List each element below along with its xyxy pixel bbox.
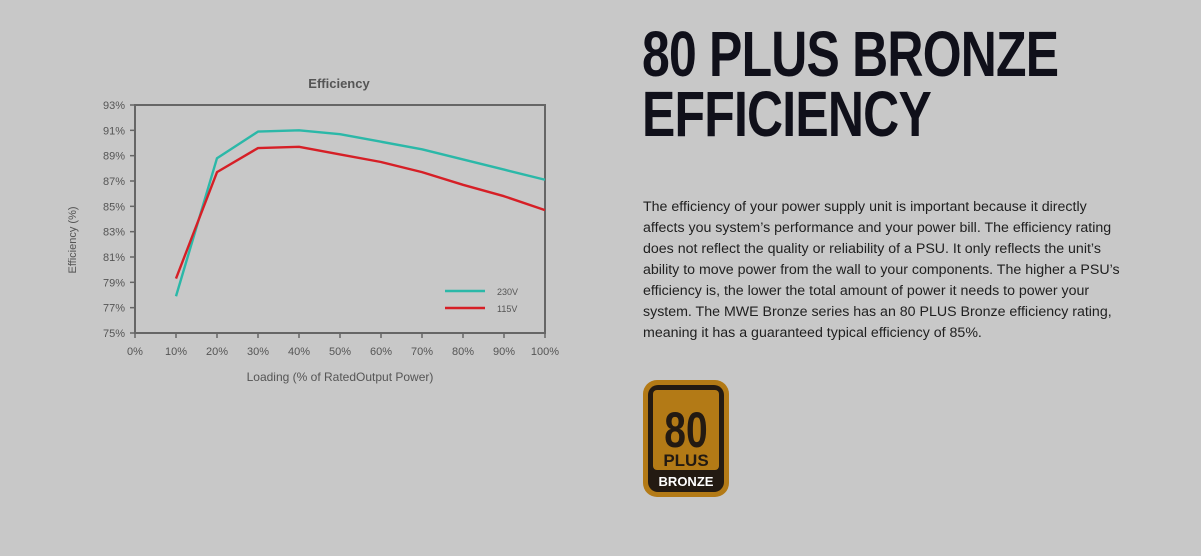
x-axis-label: Loading (% of RatedOutput Power) [247, 370, 434, 384]
badge-tier: BRONZE [659, 474, 714, 489]
efficiency-chart-svg: Efficiency 93% 91% 89% 87% 85% 83% 81% 79% 77% 75… [67, 76, 559, 384]
y-axis: 93% 91% 89% 87% 85% 83% 81% 79% 77% 75% [103, 100, 135, 340]
badge-plus-word: PLUS [663, 451, 708, 470]
x-tick-label: 70% [411, 346, 433, 358]
page-headline: 80 PLUS BRONZE EFFICIENCY [642, 18, 1063, 150]
x-tick-label: 100% [531, 346, 559, 358]
x-tick-label: 20% [206, 346, 228, 358]
x-tick-label: 90% [493, 346, 515, 358]
y-tick-label: 75% [103, 328, 125, 340]
y-tick-label: 93% [103, 100, 125, 112]
legend-label: 230V [497, 287, 518, 297]
headline-line-1: 80 PLUS BRONZE [642, 18, 1059, 90]
headline-line-2: EFFICIENCY [642, 78, 932, 150]
x-tick-label: 50% [329, 346, 351, 358]
y-axis-label: Efficiency (%) [67, 206, 79, 273]
chart-title: Efficiency [308, 76, 370, 91]
80-plus-bronze-badge: 80 PLUS BRONZE [643, 380, 729, 497]
y-tick-label: 89% [103, 151, 125, 163]
efficiency-chart: Efficiency 93% 91% 89% 87% 85% 83% 81% 79% 77% 75… [50, 60, 590, 400]
y-tick-label: 77% [103, 303, 125, 315]
x-tick-label: 60% [370, 346, 392, 358]
badge-panel [653, 390, 719, 470]
y-tick-label: 81% [103, 252, 125, 264]
legend-label: 115V [497, 304, 517, 314]
y-tick-label: 87% [103, 176, 125, 188]
description-text: The efficiency of your power supply unit… [643, 199, 1120, 341]
x-axis: 0% 10% 20% 30% 40% 50% 60% 70% 80% 90% 100% [127, 333, 559, 358]
y-tick-label: 79% [103, 277, 125, 289]
series-line-115V [174, 145, 546, 279]
x-tick-label: 80% [452, 346, 474, 358]
y-tick-label: 83% [103, 227, 125, 239]
series-line-230V [174, 129, 546, 297]
badge-number: 80 [664, 401, 707, 458]
plot-frame [134, 104, 546, 334]
y-tick-label: 91% [103, 125, 125, 137]
x-tick-label: 40% [288, 346, 310, 358]
y-tick-label: 85% [103, 201, 125, 213]
x-tick-label: 10% [165, 346, 187, 358]
x-tick-label: 30% [247, 346, 269, 358]
x-tick-label: 0% [127, 346, 143, 358]
series-layer [174, 129, 546, 297]
legend: 230V 115V [445, 287, 518, 314]
